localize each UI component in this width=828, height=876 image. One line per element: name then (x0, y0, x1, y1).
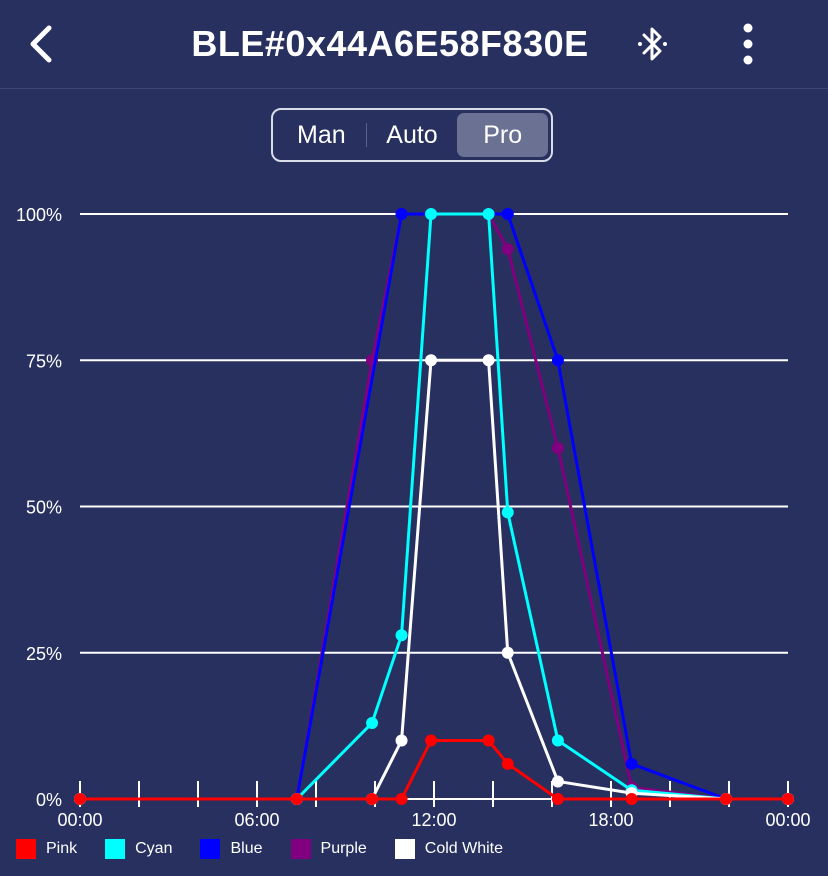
mode-selector: Man Auto Pro (271, 108, 553, 162)
y-tick-label: 25% (26, 644, 62, 664)
legend-label: Pink (46, 840, 78, 857)
legend-swatch (105, 839, 126, 859)
tab-auto[interactable]: Auto (386, 120, 438, 149)
legend-label: Purple (320, 840, 367, 857)
more-vertical-icon (743, 23, 753, 65)
data-point-cold-white (482, 354, 495, 367)
y-tick-label: 100% (16, 205, 62, 225)
more-options-button[interactable] (726, 22, 770, 66)
x-tick-label: 18:00 (588, 810, 633, 830)
data-point-pink (425, 734, 438, 747)
data-point-pink (74, 793, 86, 805)
legend-label: Cold White (424, 840, 504, 857)
data-point-cyan (366, 716, 379, 729)
y-tick-label: 50% (26, 498, 62, 518)
data-point-cyan (425, 208, 438, 220)
legend-item-purple: Purple (290, 839, 367, 859)
data-point-pink (290, 793, 303, 805)
data-point-pink (782, 793, 794, 805)
legend-item-blue: Blue (200, 839, 263, 859)
legend-label: Blue (230, 840, 263, 857)
data-point-cold-white (395, 734, 408, 747)
schedule-line-chart: 0% 25% 50% 75% 100% 00:00 06:00 12:00 18:00 00:00 (16, 205, 811, 830)
x-tick-label: 00:00 (57, 810, 102, 830)
data-point-purple (501, 243, 514, 256)
data-point-cold-white (551, 775, 564, 788)
app-header: BLE#0x44A6E58F830E (0, 0, 828, 89)
legend-swatch (290, 839, 311, 859)
data-point-cold-white (425, 354, 438, 367)
data-point-pink (551, 793, 564, 805)
legend-swatch (394, 839, 415, 859)
x-tick-label: 00:00 (765, 810, 810, 830)
chevron-left-icon (30, 25, 52, 63)
legend-item-cold-white: Cold White (394, 839, 504, 859)
data-point-cold-white (501, 646, 514, 659)
y-tick-label: 0% (36, 790, 62, 810)
tab-pro[interactable]: Pro (457, 113, 549, 157)
data-point-pink (366, 793, 379, 805)
bluetooth-status (630, 22, 674, 66)
x-tick-label: 12:00 (411, 810, 456, 830)
chart-legend: Pink Cyan Blue Purple Cold White (16, 836, 531, 862)
x-tick-label: 06:00 (234, 810, 279, 830)
data-point-pink (395, 793, 408, 805)
data-point-cyan (395, 629, 408, 642)
data-point-blue (551, 354, 564, 367)
data-point-blue (501, 208, 514, 220)
legend-label: Cyan (135, 840, 173, 857)
data-point-cyan (482, 208, 495, 220)
device-title: BLE#0x44A6E58F830E (191, 23, 589, 64)
data-point-pink (625, 793, 638, 805)
data-point-purple (551, 442, 564, 454)
data-point-pink (720, 793, 733, 805)
legend-swatch (16, 839, 36, 859)
legend-swatch (200, 839, 221, 859)
data-point-pink (501, 757, 514, 770)
data-point-cyan (551, 734, 564, 747)
bluetooth-icon (638, 27, 667, 61)
data-point-blue (395, 208, 408, 220)
tab-man[interactable]: Man (276, 113, 367, 157)
y-tick-label: 75% (26, 351, 62, 371)
data-point-pink (482, 734, 495, 747)
series-line-cold-white (80, 358, 788, 801)
data-point-blue (625, 757, 638, 770)
legend-item-cyan: Cyan (105, 839, 172, 859)
data-point-cyan (501, 506, 514, 519)
back-button[interactable] (18, 22, 62, 66)
legend-item-pink: Pink (16, 839, 77, 859)
